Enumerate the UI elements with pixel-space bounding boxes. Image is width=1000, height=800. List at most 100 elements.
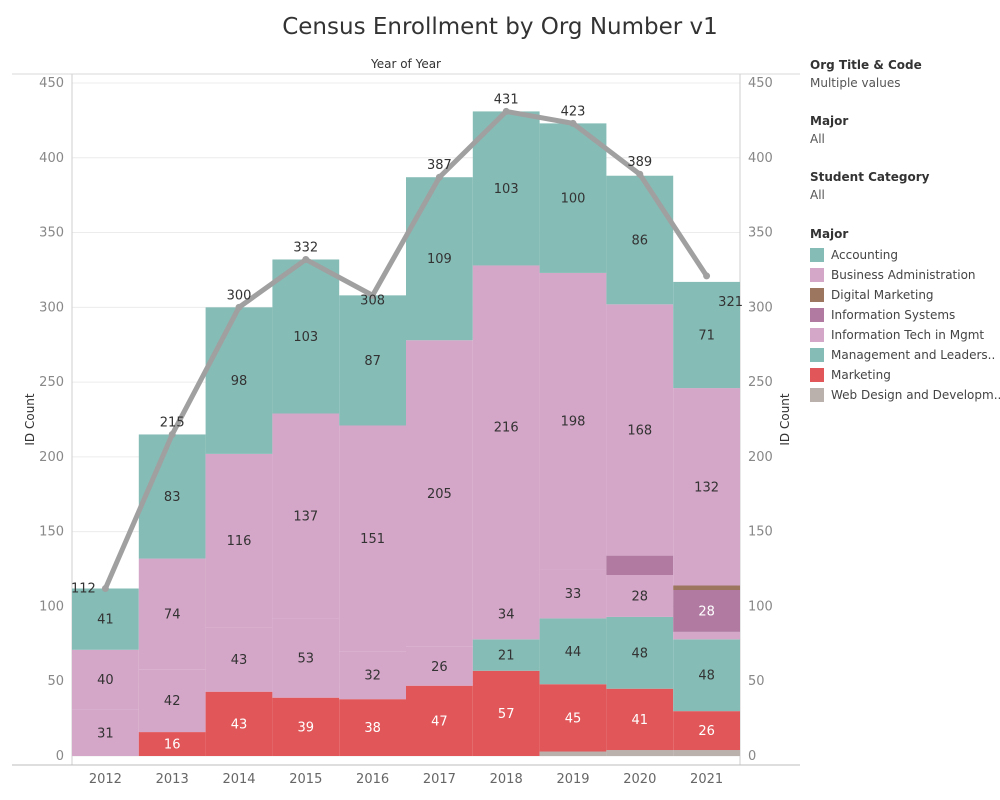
data-label: 41 bbox=[97, 613, 114, 628]
data-label: 16 bbox=[164, 738, 181, 753]
filter-major-value[interactable]: All bbox=[810, 132, 825, 146]
bar-segment bbox=[72, 649, 139, 710]
data-label: 21 bbox=[498, 649, 515, 664]
bar-segment bbox=[339, 425, 406, 652]
filter-student-category-label: Student Category bbox=[810, 170, 930, 184]
filter-org-title[interactable]: Org Title & Code Multiple values bbox=[810, 58, 995, 90]
bar-segment bbox=[606, 616, 674, 689]
bar-segment bbox=[606, 175, 674, 305]
legend-swatch bbox=[810, 368, 824, 382]
legend-label: Accounting bbox=[831, 248, 899, 262]
bar-segment bbox=[272, 618, 340, 698]
legend-item[interactable]: Information Tech in Mgmt bbox=[810, 325, 995, 345]
y-tick-label-right: 350 bbox=[748, 226, 773, 241]
bar-segment bbox=[272, 697, 340, 756]
legend-item[interactable]: Web Design and Developm.. bbox=[810, 385, 1000, 405]
bar-segment bbox=[339, 699, 406, 756]
y-tick-label: 0 bbox=[56, 749, 64, 764]
data-label: 168 bbox=[627, 423, 652, 438]
bar-segment bbox=[539, 272, 607, 570]
legend-label: Information Tech in Mgmt bbox=[831, 328, 985, 342]
data-label: 216 bbox=[494, 420, 519, 435]
y-tick-label: 150 bbox=[39, 525, 64, 540]
data-label: 41 bbox=[632, 713, 649, 728]
data-label: 38 bbox=[364, 721, 381, 736]
bar-segment bbox=[673, 750, 740, 756]
data-label: 26 bbox=[431, 660, 448, 675]
x-tick-label: 2014 bbox=[222, 772, 255, 787]
bar-segment bbox=[138, 669, 206, 733]
legend-title: Major bbox=[810, 227, 849, 241]
legend-item[interactable]: Management and Leaders.. bbox=[810, 345, 995, 365]
data-label: 132 bbox=[694, 480, 719, 495]
x-tick-label: 2017 bbox=[423, 772, 456, 787]
y-tick-label-right: 300 bbox=[748, 300, 773, 315]
y-tick-label-right: 0 bbox=[748, 749, 756, 764]
data-label: 100 bbox=[561, 192, 586, 207]
legend-item[interactable]: Information Systems bbox=[810, 305, 995, 325]
legend-item[interactable]: Business Administration bbox=[810, 265, 995, 285]
bar-segment bbox=[539, 684, 607, 752]
data-label: 43 bbox=[231, 653, 248, 668]
total-label: 431 bbox=[494, 92, 519, 107]
total-point bbox=[703, 272, 711, 280]
bar-segment bbox=[205, 307, 273, 454]
x-tick-label: 2012 bbox=[89, 772, 122, 787]
legend-swatch bbox=[810, 308, 824, 322]
filter-major[interactable]: Major All bbox=[810, 114, 995, 146]
total-point bbox=[369, 291, 377, 299]
bar-segment bbox=[673, 585, 740, 590]
total-point bbox=[235, 303, 243, 311]
bar-segment bbox=[539, 123, 607, 273]
data-label: 137 bbox=[293, 509, 318, 524]
bar-segment bbox=[472, 265, 540, 589]
data-label: 39 bbox=[298, 720, 315, 735]
legend-item[interactable]: Digital Marketing bbox=[810, 285, 995, 305]
total-label: 112 bbox=[71, 581, 96, 596]
filter-student-category[interactable]: Student Category All bbox=[810, 170, 995, 202]
data-label: 26 bbox=[698, 724, 715, 739]
bar-segment bbox=[406, 685, 473, 756]
x-tick-label: 2013 bbox=[156, 772, 189, 787]
legend-label: Digital Marketing bbox=[831, 288, 934, 302]
y-tick-label: 450 bbox=[39, 76, 64, 91]
data-label: 48 bbox=[632, 646, 649, 661]
data-label: 40 bbox=[97, 673, 114, 688]
total-point bbox=[302, 255, 310, 263]
y-axis-title-right: ID Count bbox=[778, 393, 792, 446]
bar-segment bbox=[539, 751, 607, 756]
data-label: 32 bbox=[364, 669, 381, 684]
legend-label: Management and Leaders.. bbox=[831, 348, 996, 362]
bar-segment bbox=[138, 434, 206, 559]
total-label: 423 bbox=[561, 104, 586, 119]
data-label: 71 bbox=[698, 329, 715, 344]
data-label: 109 bbox=[427, 252, 452, 267]
y-tick-label-right: 200 bbox=[748, 450, 773, 465]
bar-segment bbox=[673, 589, 740, 632]
data-label: 31 bbox=[97, 726, 114, 741]
total-line bbox=[102, 108, 710, 591]
y-tick-label: 200 bbox=[39, 450, 64, 465]
data-label: 86 bbox=[632, 234, 649, 249]
bar-segment bbox=[606, 750, 674, 756]
x-tick-label: 2021 bbox=[690, 772, 723, 787]
data-label: 42 bbox=[164, 694, 181, 709]
total-label: 215 bbox=[160, 415, 185, 430]
y-tick-label-right: 250 bbox=[748, 375, 773, 390]
legend-item[interactable]: Marketing bbox=[810, 365, 995, 385]
data-label: 57 bbox=[498, 707, 515, 722]
bar-segment bbox=[472, 670, 540, 756]
total-label: 321 bbox=[718, 295, 743, 310]
filter-org-title-value[interactable]: Multiple values bbox=[810, 76, 901, 90]
filter-org-title-label: Org Title & Code bbox=[810, 58, 922, 72]
legend-swatch bbox=[810, 288, 824, 302]
bar-segment bbox=[472, 111, 540, 266]
y-tick-label-right: 400 bbox=[748, 151, 773, 166]
data-label: 205 bbox=[427, 487, 452, 502]
x-tick-label: 2020 bbox=[623, 772, 656, 787]
legend-swatch bbox=[810, 348, 824, 362]
filter-student-category-value[interactable]: All bbox=[810, 188, 825, 202]
legend-item[interactable]: Accounting bbox=[810, 245, 995, 265]
bar-segment bbox=[205, 627, 273, 692]
